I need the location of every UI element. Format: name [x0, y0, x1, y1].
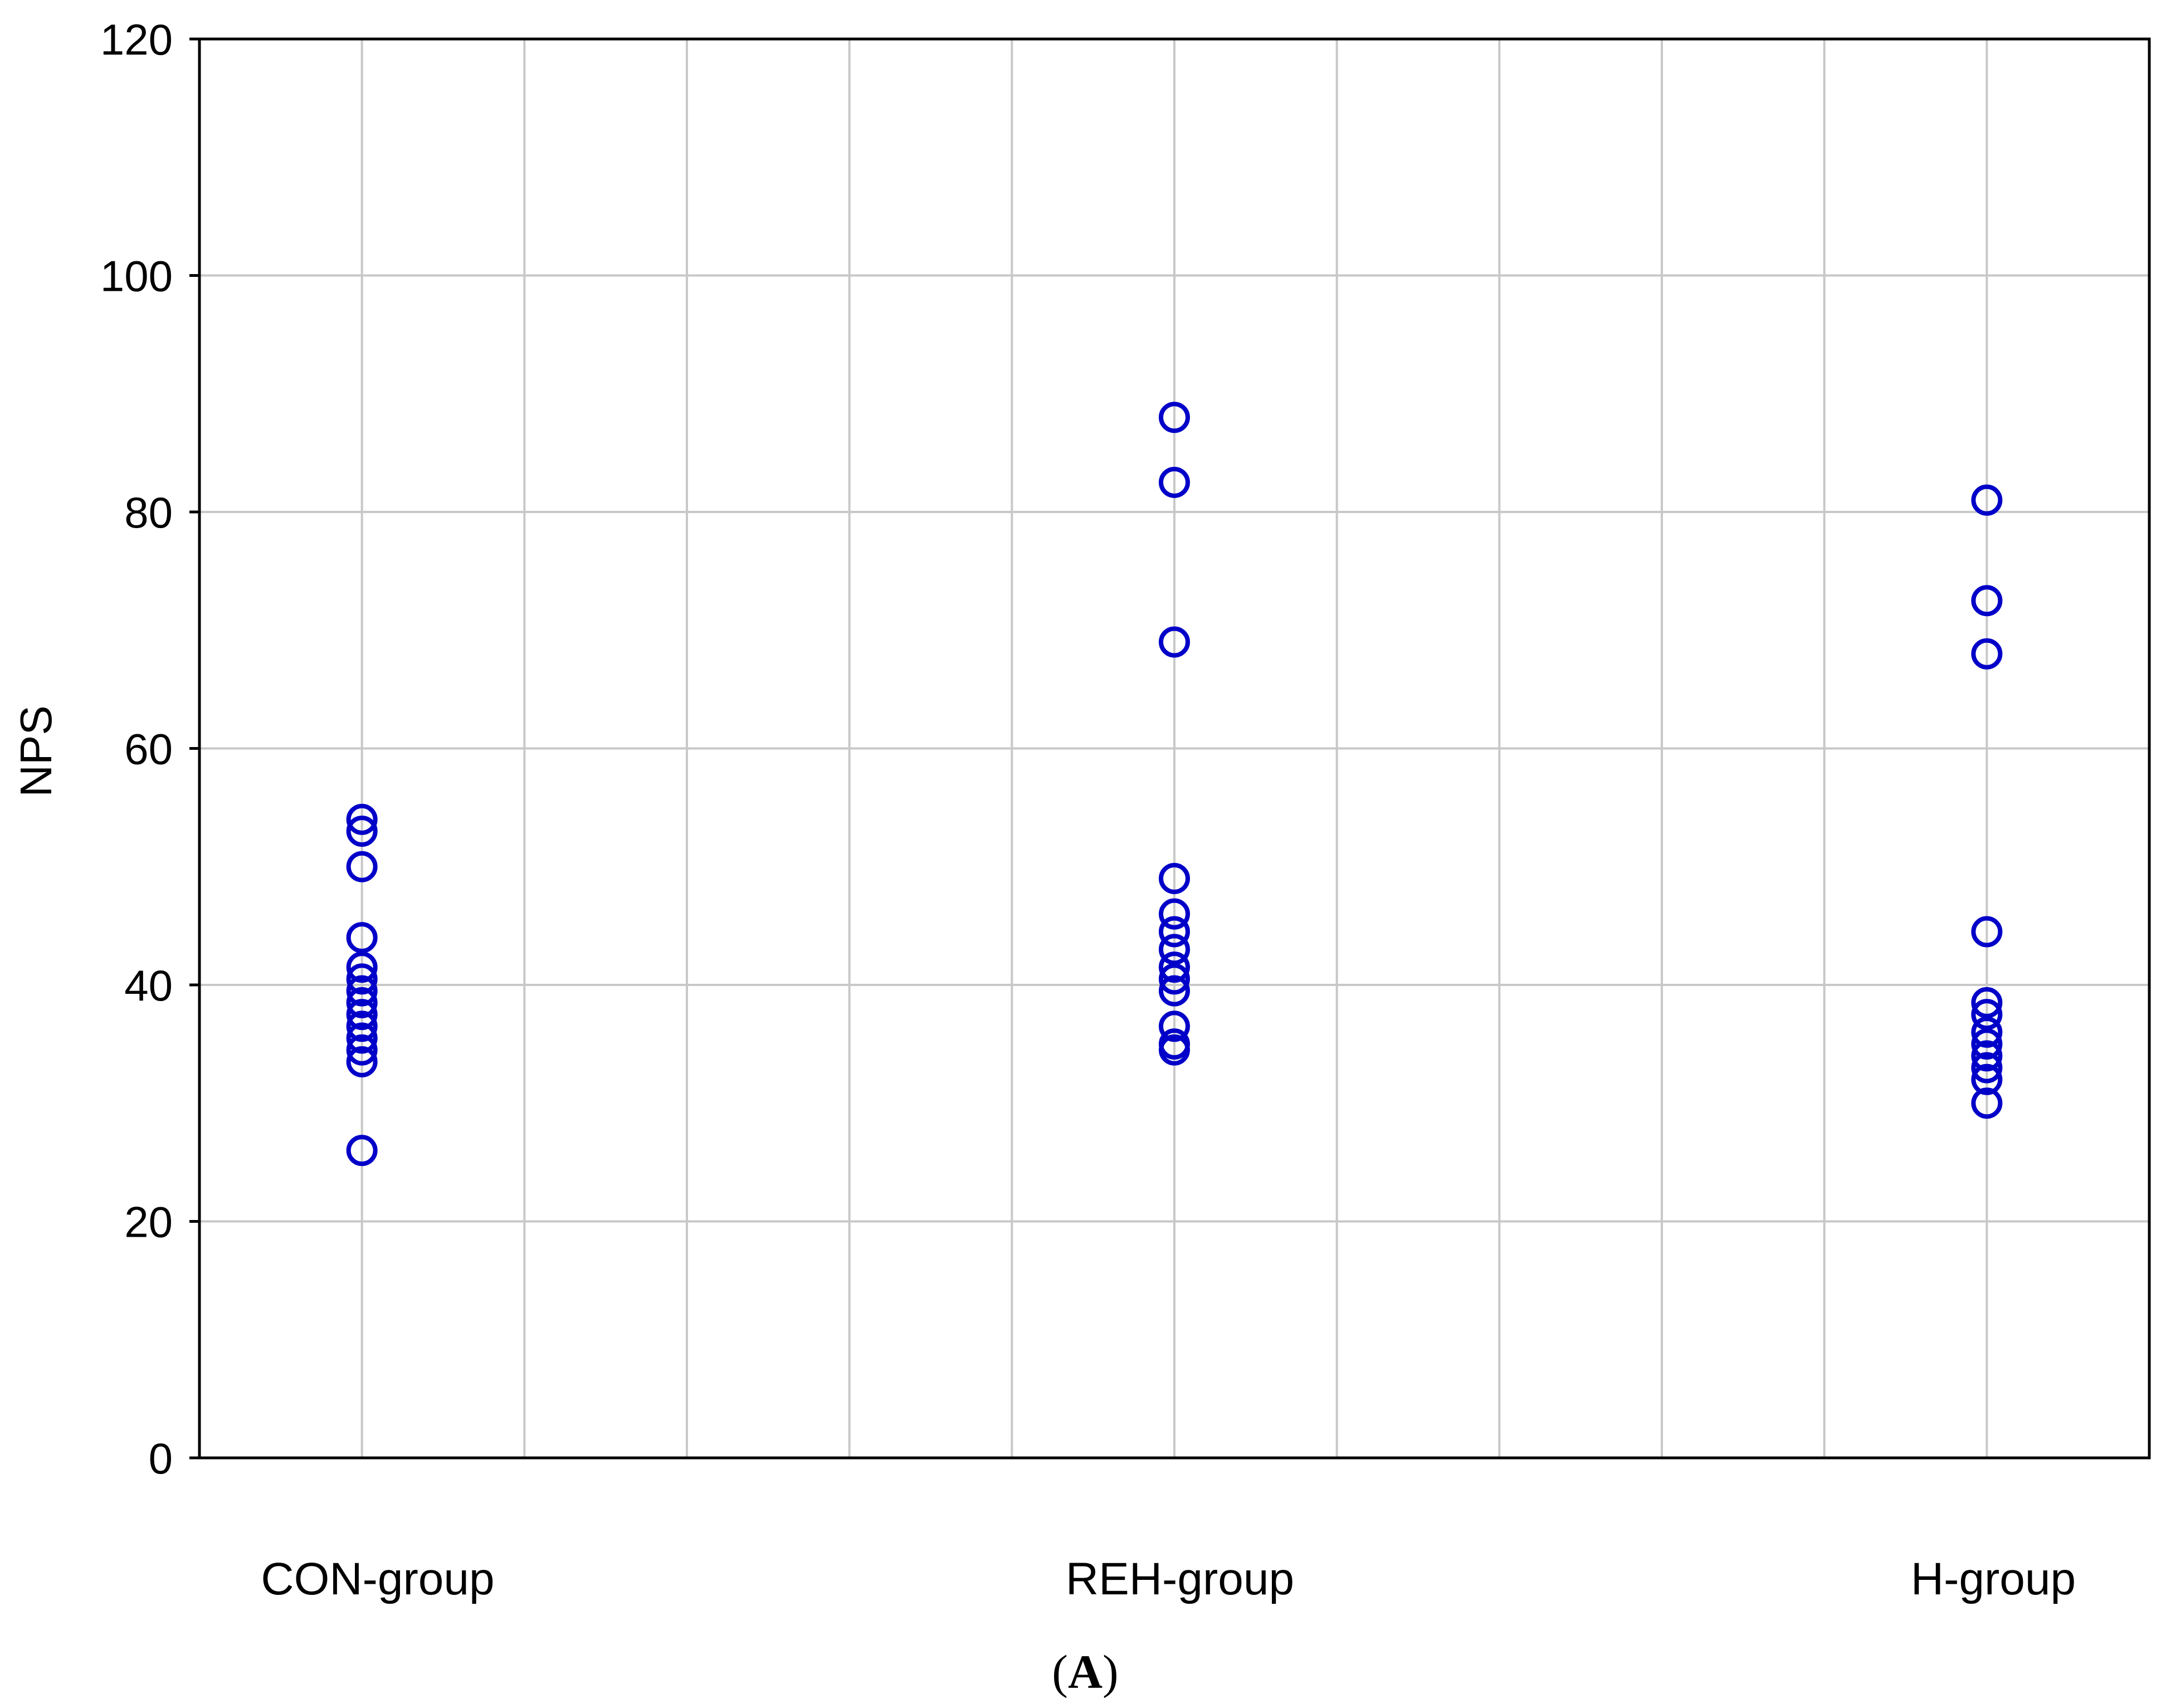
y-tick-label: 20 [124, 1198, 173, 1247]
data-point [346, 1135, 378, 1167]
data-point [346, 999, 378, 1031]
data-point [1159, 402, 1190, 433]
y-tick-label: 120 [100, 15, 173, 64]
x-category-label: H-group [1911, 1554, 2076, 1604]
y-axis-ticks: 0 20 40 60 80 100 120 [100, 15, 199, 1483]
data-point [346, 1022, 378, 1054]
data-point [346, 922, 378, 954]
data-point [346, 975, 378, 1007]
data-point [346, 987, 378, 1018]
y-tick-label: 40 [124, 961, 173, 1010]
data-point [1159, 951, 1190, 983]
data-point [346, 951, 378, 983]
data-point [1159, 975, 1190, 1007]
y-tick-label: 0 [149, 1434, 173, 1483]
grid-lines [199, 39, 2149, 1458]
data-points [346, 402, 2003, 1167]
data-point [346, 1046, 378, 1077]
data-point [1971, 484, 2003, 516]
data-point [1971, 916, 2003, 948]
data-point [1971, 585, 2003, 617]
y-tick-label: 60 [124, 725, 173, 774]
data-point [1159, 963, 1190, 995]
x-category-label: CON-group [261, 1554, 494, 1604]
data-point [1159, 934, 1190, 965]
data-point [1971, 999, 2003, 1031]
data-point [346, 803, 378, 835]
data-point [1971, 1087, 2003, 1119]
data-point [1159, 862, 1190, 894]
y-tick-label: 100 [100, 252, 173, 301]
data-point [346, 851, 378, 882]
data-point [1971, 1016, 2003, 1048]
data-point [346, 816, 378, 847]
data-point [1971, 1052, 2003, 1084]
data-point [346, 1011, 378, 1042]
data-point [1971, 1040, 2003, 1072]
x-category-label: REH-group [1066, 1554, 1294, 1604]
data-point [1159, 1034, 1190, 1066]
data-point [1159, 898, 1190, 930]
data-point [1971, 638, 2003, 670]
data-point [1971, 987, 2003, 1018]
y-tick-label: 80 [124, 488, 173, 537]
data-point [1159, 916, 1190, 948]
panel-label: (A) [1052, 1645, 1118, 1699]
data-point [346, 963, 378, 995]
data-point [1971, 1028, 2003, 1060]
data-point [1971, 1063, 2003, 1095]
data-point [1159, 626, 1190, 658]
data-point [1159, 466, 1190, 498]
data-point [346, 1034, 378, 1066]
y-axis-title: NPS [11, 705, 61, 797]
data-point [1159, 1011, 1190, 1042]
x-axis-category-labels: CON-group REH-group H-group [261, 1554, 2076, 1604]
